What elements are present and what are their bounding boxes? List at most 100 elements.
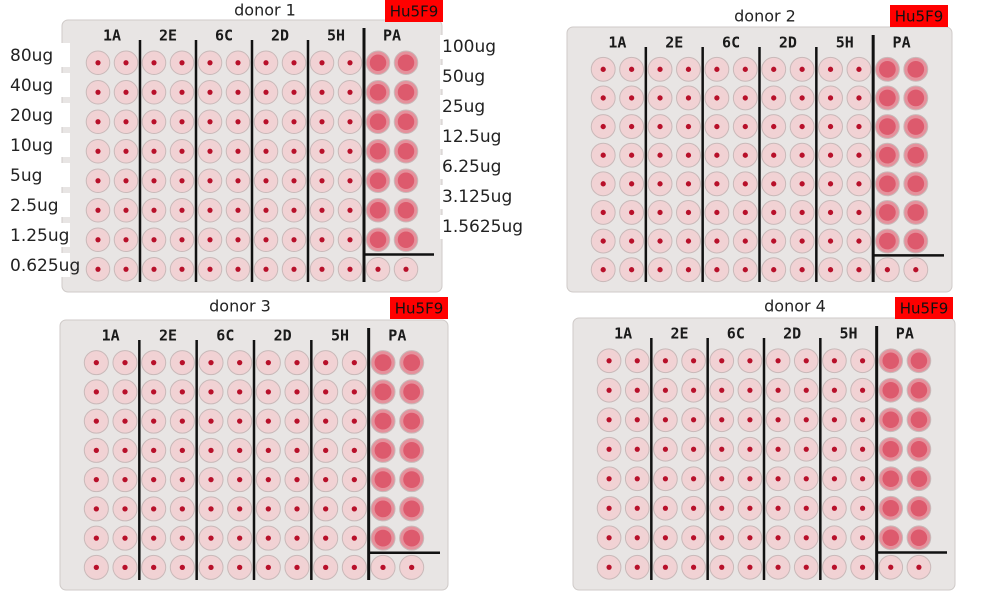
well-dot xyxy=(291,237,297,243)
well-dot xyxy=(690,446,697,452)
well-center xyxy=(403,383,421,401)
well-dot xyxy=(123,237,129,243)
well-dot xyxy=(208,447,214,454)
well-dot xyxy=(351,418,357,424)
well-dot xyxy=(151,389,157,395)
well-dot xyxy=(662,476,669,482)
well-dot xyxy=(291,178,297,184)
well-dot xyxy=(831,446,838,452)
tag-label: Hu5F9 xyxy=(895,8,944,26)
well-center xyxy=(374,383,392,401)
well-dot xyxy=(319,89,325,95)
well-dot xyxy=(235,266,241,272)
well-dot xyxy=(347,119,353,125)
well-dot xyxy=(409,564,415,571)
well-dot xyxy=(714,123,720,130)
well-dot xyxy=(347,207,353,213)
tag-label: Hu5F9 xyxy=(390,3,439,21)
column-label: 2D xyxy=(779,34,797,52)
well-dot xyxy=(827,152,834,158)
well-center xyxy=(403,354,421,372)
well-dot xyxy=(742,267,748,273)
label-bg xyxy=(440,125,524,149)
well-dot xyxy=(208,389,214,395)
well-dot xyxy=(657,123,663,130)
well-dot xyxy=(123,207,129,213)
well-dot xyxy=(263,89,269,95)
well-dot xyxy=(714,95,720,101)
left-label: 40ug xyxy=(10,76,53,96)
well-dot xyxy=(122,447,128,454)
well-dot xyxy=(827,267,834,273)
well-dot xyxy=(714,181,720,187)
right-label: 25ug xyxy=(442,97,485,117)
label-bg xyxy=(440,65,524,89)
well-dot xyxy=(719,564,725,570)
well-dot xyxy=(122,535,128,541)
well-dot xyxy=(913,267,919,273)
well-dot xyxy=(742,66,748,72)
well-dot xyxy=(803,505,809,511)
well-dot xyxy=(685,181,692,187)
well-dot xyxy=(690,564,697,570)
well-dot xyxy=(208,506,214,512)
well-dot xyxy=(93,535,99,541)
well-dot xyxy=(714,66,720,72)
well-center xyxy=(910,499,928,517)
well-dot xyxy=(179,119,185,125)
label-bg xyxy=(8,103,70,127)
well-dot xyxy=(151,506,157,512)
well-dot xyxy=(123,119,129,125)
well-dot xyxy=(859,417,866,423)
well-dot xyxy=(323,447,329,454)
well-dot xyxy=(775,417,781,423)
well-dot xyxy=(179,564,185,571)
column-label: 1A xyxy=(608,34,626,52)
well-dot xyxy=(375,266,381,272)
well-dot xyxy=(179,148,185,154)
right-label: 100ug xyxy=(442,37,496,57)
well-dot xyxy=(122,506,128,512)
well-dot xyxy=(207,89,213,95)
well-dot xyxy=(235,89,241,95)
well-dot xyxy=(775,564,781,570)
well-dot xyxy=(600,66,606,72)
well-dot xyxy=(827,95,834,101)
well-dot xyxy=(859,387,866,393)
well-dot xyxy=(628,209,635,216)
column-label: 2D xyxy=(783,325,801,343)
well-center xyxy=(369,231,387,248)
well-dot xyxy=(208,564,214,571)
well-dot xyxy=(600,238,606,244)
well-dot xyxy=(606,476,612,482)
well-dot xyxy=(634,417,640,423)
well-dot xyxy=(263,178,269,184)
well-dot xyxy=(179,447,185,454)
column-label: 6C xyxy=(216,327,234,345)
well-dot xyxy=(634,564,640,570)
well-dot xyxy=(719,446,725,452)
well-dot xyxy=(323,359,329,366)
well-center xyxy=(907,146,925,164)
well-dot xyxy=(888,564,894,570)
column-label: 5H xyxy=(327,27,345,45)
well-dot xyxy=(151,148,157,154)
well-dot xyxy=(347,266,353,272)
well-dot xyxy=(291,148,297,154)
well-dot xyxy=(803,446,809,452)
well-dot xyxy=(775,358,781,364)
well-dot xyxy=(265,476,271,483)
left-label: 20ug xyxy=(10,106,53,126)
well-dot xyxy=(319,178,325,184)
well-center xyxy=(403,412,421,430)
well-dot xyxy=(323,389,329,395)
well-dot xyxy=(265,359,271,366)
well-dot xyxy=(151,89,157,95)
well-dot xyxy=(827,209,834,216)
well-dot xyxy=(319,119,325,125)
well-dot xyxy=(151,60,157,66)
well-dot xyxy=(685,95,692,101)
well-dot xyxy=(179,476,185,483)
well-dot xyxy=(323,535,329,541)
label-bg xyxy=(440,35,524,59)
